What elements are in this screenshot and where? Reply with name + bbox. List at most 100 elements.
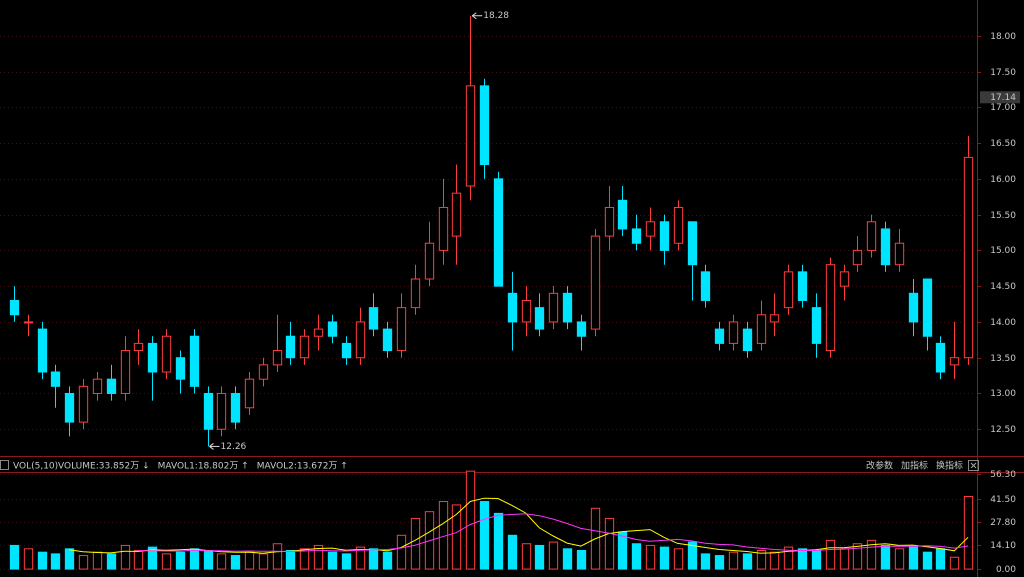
- candle-body: [78, 385, 89, 423]
- candle-body: [9, 299, 20, 316]
- volume-bar: [742, 553, 753, 570]
- volume-bar: [216, 553, 227, 570]
- close-icon[interactable]: [968, 460, 979, 471]
- candle-body: [258, 364, 269, 380]
- candle-body: [673, 206, 684, 244]
- help-icon[interactable]: [0, 460, 9, 470]
- candle-body: [465, 85, 476, 187]
- moving-average-line: [138, 513, 969, 553]
- candle-body: [769, 314, 780, 323]
- candle-body: [548, 292, 559, 323]
- candle-body: [299, 335, 310, 359]
- candle-body: [604, 206, 615, 237]
- price-marker-box: [980, 91, 1020, 104]
- volume-bar: [299, 548, 310, 570]
- candle-body: [949, 357, 960, 366]
- toolbar-button[interactable]: 改参数: [866, 460, 893, 472]
- candle-body: [285, 335, 296, 359]
- volume-tick-label: 27.80: [990, 518, 1016, 528]
- volume-readout: VOLUME:33.852万 ↓: [58, 462, 150, 472]
- volume-bar: [756, 549, 767, 570]
- candle-body: [756, 314, 767, 344]
- toolbar-button[interactable]: 换指标: [936, 460, 963, 472]
- candle-body: [23, 321, 34, 324]
- volume-bar: [521, 543, 532, 570]
- candle-body: [562, 292, 573, 323]
- candle-body: [64, 392, 75, 423]
- volume-bar: [161, 553, 172, 570]
- candle-body: [534, 307, 545, 330]
- y-tick-label: 12.50: [990, 425, 1016, 435]
- candle-body: [576, 321, 587, 337]
- candle-body: [92, 378, 103, 394]
- volume-bar: [133, 549, 144, 570]
- volume-bar: [908, 546, 919, 570]
- volume-tick-label: 56.30: [990, 470, 1016, 480]
- volume-bar: [811, 549, 822, 570]
- y-tick-label: 15.00: [990, 246, 1016, 256]
- volume-bar: [852, 543, 863, 570]
- candle-body: [216, 392, 227, 430]
- volume-bar: [866, 539, 877, 570]
- candle-body: [687, 221, 698, 266]
- price-marker-label: 17.14: [990, 93, 1016, 103]
- candle-body: [880, 228, 891, 266]
- annotation-label: 18.28: [483, 11, 509, 21]
- candle-body: [382, 328, 393, 352]
- candle-body: [742, 328, 753, 352]
- y-tick-label: 14.00: [990, 318, 1016, 328]
- candle-body: [396, 307, 407, 352]
- volume-bar: [355, 546, 366, 570]
- candle-body: [700, 271, 711, 301]
- candle-body: [37, 328, 48, 373]
- volume-bar: [147, 546, 158, 570]
- y-tick-label: 16.50: [990, 139, 1016, 149]
- candle-body: [894, 242, 905, 266]
- volume-bar: [64, 548, 75, 570]
- volume-tick-label: 41.50: [990, 495, 1016, 505]
- candle-body: [922, 278, 933, 337]
- candle-body: [147, 342, 158, 373]
- volume-bar: [880, 544, 891, 570]
- close-icon-x: [970, 462, 977, 469]
- volume-bar: [285, 549, 296, 570]
- candle-body: [963, 156, 974, 359]
- candle-body: [645, 221, 656, 237]
- candle-body: [797, 271, 808, 301]
- candle-body: [355, 321, 366, 359]
- toolbar-button[interactable]: 加指标: [901, 460, 928, 472]
- volume-bar: [576, 549, 587, 570]
- volume-bar: [728, 551, 739, 570]
- volume-bar: [258, 553, 269, 570]
- y-tick-label: 15.50: [990, 211, 1016, 221]
- volume-bar: [700, 553, 711, 570]
- candle-body: [590, 235, 601, 330]
- volume-bar: [230, 555, 241, 570]
- y-tick-label: 14.50: [990, 282, 1016, 292]
- y-tick-label: 16.00: [990, 175, 1016, 185]
- volume-bar: [327, 551, 338, 570]
- candle-body: [935, 342, 946, 373]
- candle-body: [479, 85, 490, 166]
- candle-body: [728, 321, 739, 344]
- volume-bar: [631, 543, 642, 570]
- candle-body: [175, 357, 186, 380]
- candle-body: [327, 321, 338, 337]
- volume-bar: [687, 541, 698, 570]
- volume-bar: [465, 470, 476, 570]
- volume-bar: [673, 548, 684, 570]
- annotation-label: 12.26: [221, 442, 247, 452]
- volume-bar: [92, 551, 103, 570]
- volume-bar: [203, 549, 214, 570]
- volume-bar: [451, 504, 462, 570]
- candle-body: [189, 335, 200, 387]
- volume-bar: [244, 551, 255, 570]
- candle-body: [811, 307, 822, 344]
- volume-bar: [189, 548, 200, 570]
- volume-bar: [272, 543, 283, 570]
- volume-bar: [341, 553, 352, 570]
- volume-bar: [78, 555, 89, 570]
- volume-bar: [9, 544, 20, 570]
- volume-bar: [922, 551, 933, 570]
